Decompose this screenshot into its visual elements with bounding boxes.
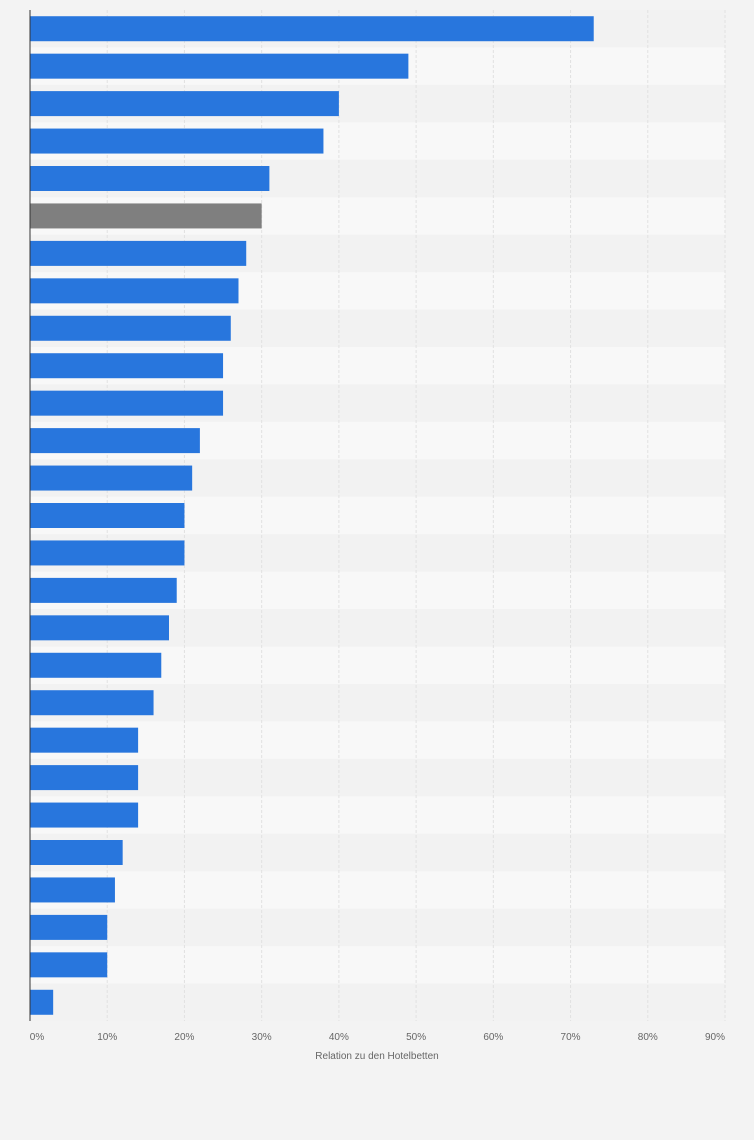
row-band bbox=[30, 833, 725, 872]
bar bbox=[30, 540, 185, 566]
x-tick-labels: 0% 10% 20% 30% 40% 50% 60% 70% 80% 90% bbox=[30, 1032, 725, 1043]
bar bbox=[30, 877, 115, 903]
bar bbox=[30, 240, 247, 266]
bar bbox=[30, 390, 224, 416]
bar bbox=[30, 16, 594, 42]
bar bbox=[30, 577, 177, 603]
row-band bbox=[30, 871, 725, 909]
x-tick-label: 20% bbox=[174, 1032, 194, 1043]
bar bbox=[30, 278, 239, 304]
bar bbox=[30, 615, 169, 641]
row-band bbox=[30, 908, 725, 947]
bars bbox=[30, 16, 594, 1015]
x-tick-label: 80% bbox=[638, 1032, 658, 1043]
bar bbox=[30, 952, 108, 978]
bar bbox=[30, 914, 108, 940]
bar bbox=[30, 465, 193, 491]
bar bbox=[30, 690, 154, 716]
bar bbox=[30, 203, 262, 229]
bar bbox=[30, 315, 231, 341]
x-tick-label: 30% bbox=[252, 1032, 272, 1043]
bar bbox=[30, 503, 185, 528]
x-tick-label: 60% bbox=[483, 1032, 503, 1043]
bar bbox=[30, 53, 409, 79]
bar bbox=[30, 128, 324, 154]
x-tick-label: 70% bbox=[561, 1032, 581, 1043]
row-band bbox=[30, 946, 725, 984]
bar bbox=[30, 166, 270, 191]
bar bbox=[30, 353, 224, 379]
bar bbox=[30, 989, 54, 1015]
bar bbox=[30, 802, 139, 828]
bar bbox=[30, 727, 139, 753]
row-band bbox=[30, 758, 725, 797]
bar bbox=[30, 840, 123, 865]
x-tick-label: 90% bbox=[705, 1032, 725, 1043]
x-tick-label: 10% bbox=[97, 1032, 117, 1043]
row-band bbox=[30, 721, 725, 759]
x-tick-label: 50% bbox=[406, 1032, 426, 1043]
bar bbox=[30, 91, 339, 117]
x-axis-title: Relation zu den Hotelbetten bbox=[315, 1051, 438, 1062]
x-tick-label: 40% bbox=[329, 1032, 349, 1043]
x-tick-label: 0% bbox=[30, 1032, 45, 1043]
row-band bbox=[30, 796, 725, 834]
row-band bbox=[30, 983, 725, 1021]
bar bbox=[30, 428, 200, 454]
bar bbox=[30, 765, 139, 791]
bar bbox=[30, 652, 162, 678]
